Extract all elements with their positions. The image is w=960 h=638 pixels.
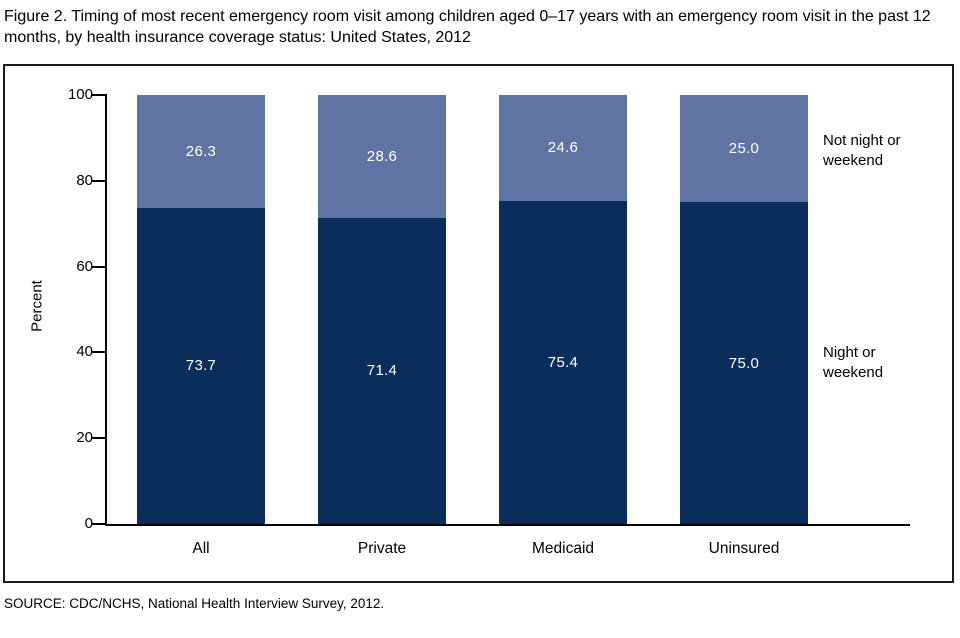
bar-value-label: 28.6 [366, 147, 398, 165]
bar-segment-not-night-or-weekend: 24.6 [499, 95, 627, 201]
bar-segment-not-night-or-weekend: 28.6 [318, 95, 446, 218]
bar-value-label: 75.4 [547, 353, 579, 371]
legend-label-night-or-weekend: Night or weekend [823, 344, 884, 381]
y-tick-mark [91, 523, 107, 525]
bar-segment-not-night-or-weekend: 25.0 [680, 95, 808, 203]
bar-segment-night-or-weekend: 73.7 [137, 207, 265, 524]
y-axis-title: Percent [28, 280, 46, 332]
y-tick-label: 80 [76, 171, 93, 189]
figure-title: Figure 2. Timing of most recent emergenc… [4, 8, 931, 46]
category-label-all: All [192, 540, 210, 557]
source-note: SOURCE: CDC/NCHS, National Health Interv… [4, 596, 385, 611]
bar-value-label: 25.0 [728, 140, 760, 158]
stacked-bar-uninsured: 25.0 75.0 [680, 95, 808, 524]
y-axis-line [105, 95, 107, 526]
bar-segment-night-or-weekend: 75.4 [499, 200, 627, 524]
stacked-bar-all: 26.3 73.7 [137, 95, 265, 524]
chart-panel: Percent 0 20 40 60 80 100 26.3 73.7 28.6 71.4 24.… [3, 64, 954, 583]
y-tick-label: 0 [84, 515, 93, 532]
y-tick-mark [91, 351, 107, 354]
category-label-medicaid: Medicaid [531, 540, 595, 557]
bar-segment-night-or-weekend: 71.4 [318, 217, 446, 524]
bar-segment-night-or-weekend: 75.0 [680, 202, 808, 524]
legend-label-not-night-or-weekend: Not night or weekend [823, 132, 901, 169]
y-tick-label: 20 [76, 429, 93, 447]
category-label-private: Private [357, 540, 407, 557]
bar-value-label: 24.6 [547, 139, 579, 157]
category-label-uninsured: Uninsured [708, 540, 780, 557]
y-tick-label: 100 [67, 86, 93, 103]
y-tick-mark [91, 179, 107, 182]
x-axis-line [105, 524, 910, 526]
y-tick-label: 40 [76, 343, 93, 361]
bar-value-label: 75.0 [728, 354, 760, 372]
y-tick-mark [91, 265, 107, 268]
y-tick-mark [91, 437, 107, 440]
bar-segment-not-night-or-weekend: 26.3 [137, 95, 265, 208]
y-tick-label: 60 [76, 257, 93, 275]
bar-value-label: 73.7 [185, 357, 217, 375]
y-tick-mark [91, 94, 107, 96]
stacked-bar-private: 28.6 71.4 [318, 95, 446, 524]
bar-value-label: 71.4 [366, 362, 398, 380]
stacked-bar-medicaid: 24.6 75.4 [499, 95, 627, 524]
bar-value-label: 26.3 [185, 142, 217, 160]
